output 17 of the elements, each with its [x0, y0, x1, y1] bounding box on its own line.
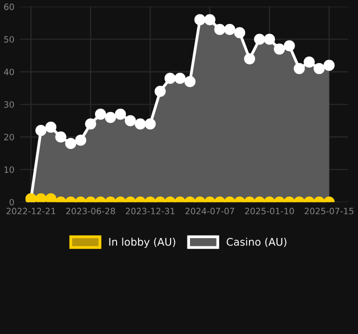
y-tick-label: 60 — [4, 4, 14, 10]
x-tick-label: 2022-12-21 — [6, 208, 56, 214]
y-tick-label: 30 — [4, 101, 14, 108]
x-tick-label: 2023-12-31 — [126, 208, 174, 214]
point — [35, 193, 46, 202]
y-tick-label: 10 — [4, 166, 14, 173]
x-tick-label: 2025-07-15 — [304, 208, 354, 214]
y-tick-label: 40 — [4, 68, 14, 76]
x-tick-label: 2025-01-10 — [245, 208, 294, 214]
y-tick-label: 20 — [4, 134, 14, 140]
point — [45, 193, 56, 202]
x-tick-label: 2023-06-28 — [66, 208, 116, 214]
legend-label: In lobby (AU) — [109, 238, 176, 248]
y-tick-label: 0 — [10, 198, 14, 206]
x-tick-label: 2024-07-07 — [185, 208, 234, 214]
y-tick-label: 50 — [4, 36, 14, 43]
legend-label: Casino (AU) — [226, 238, 286, 248]
